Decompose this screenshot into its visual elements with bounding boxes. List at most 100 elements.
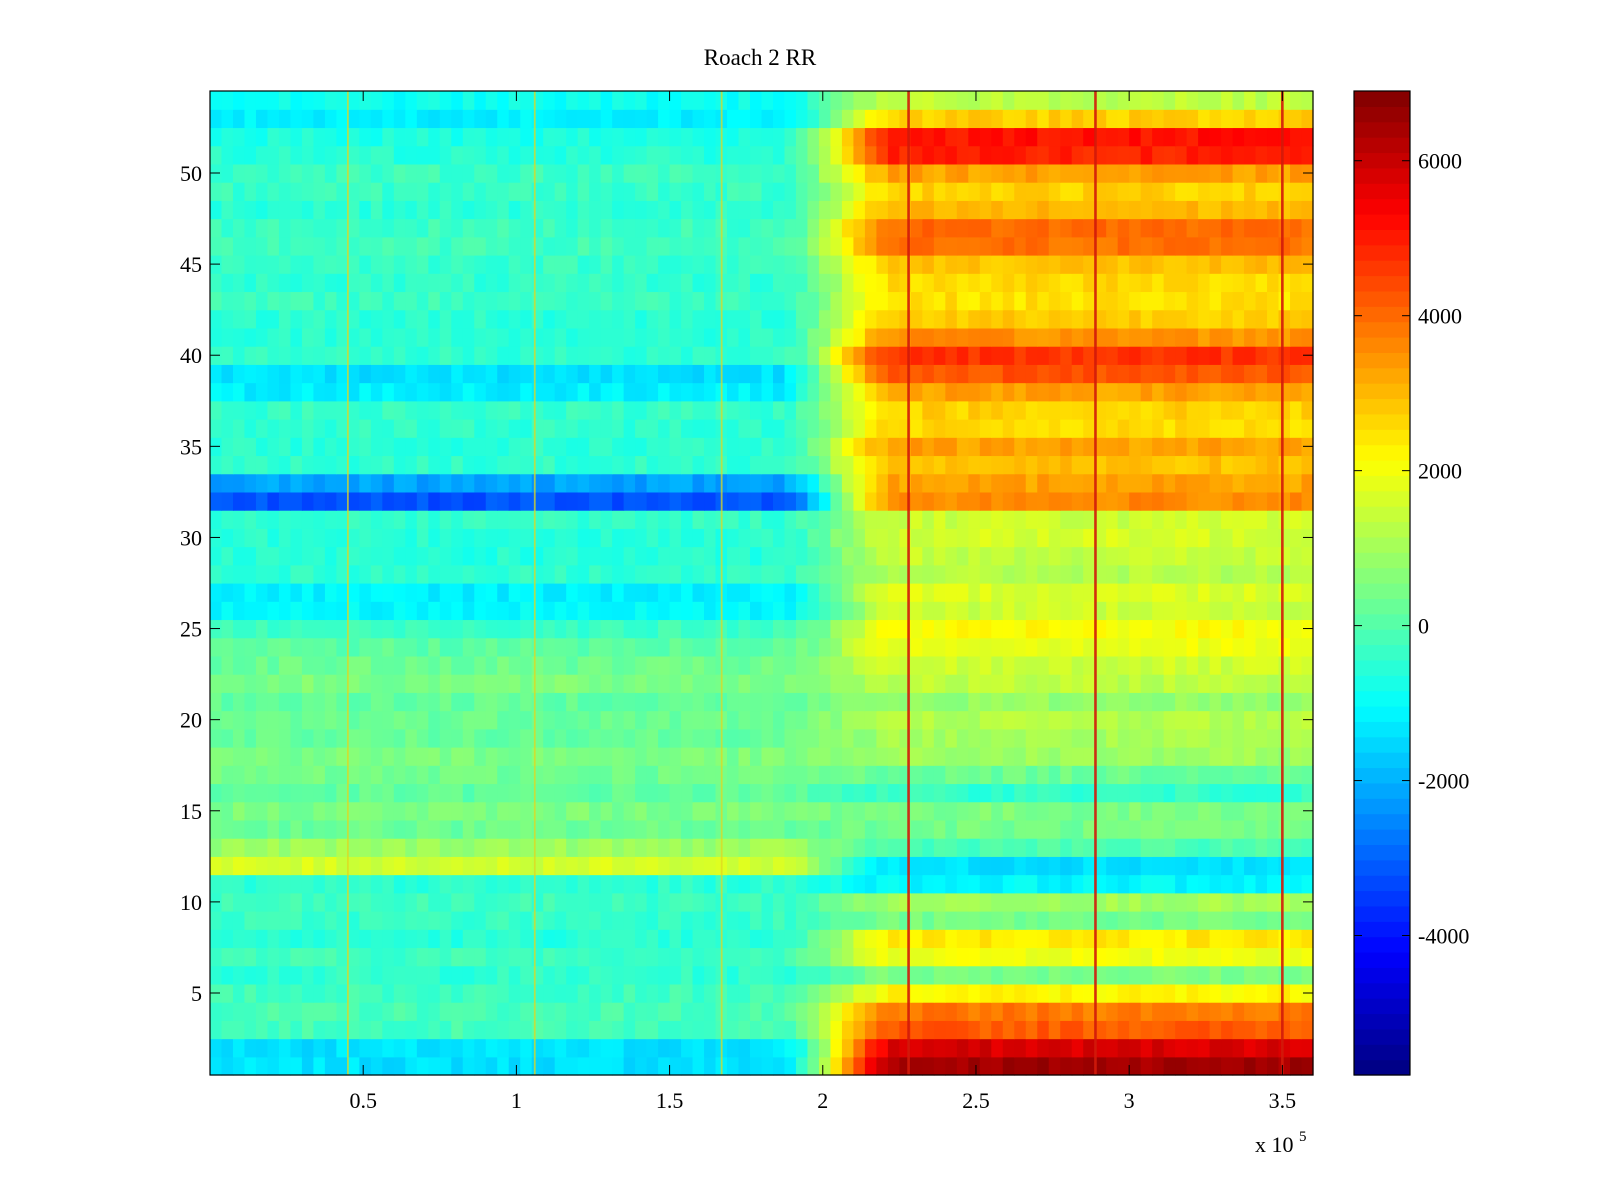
heatmap-cell	[577, 163, 590, 183]
heatmap-cell	[324, 382, 337, 402]
heatmap-cell	[1244, 728, 1257, 748]
heatmap-cell	[1117, 163, 1130, 183]
heatmap-cell	[853, 655, 866, 675]
heatmap-cell	[508, 218, 521, 238]
heatmap-cell	[554, 747, 567, 766]
heatmap-cell	[462, 400, 475, 420]
heatmap-cell	[1071, 364, 1084, 384]
heatmap-cell	[393, 619, 406, 639]
heatmap-cell	[221, 255, 234, 274]
heatmap-cell	[485, 163, 498, 183]
heatmap-cell	[795, 838, 809, 857]
heatmap-cell	[1106, 510, 1119, 529]
heatmap-cell	[1025, 983, 1038, 1003]
heatmap-cell	[979, 1002, 992, 1021]
heatmap-cell	[1255, 583, 1268, 602]
heatmap-cell	[1290, 983, 1303, 1003]
heatmap-cell	[1117, 546, 1130, 566]
heatmap-cell	[864, 346, 877, 365]
heatmap-cell	[244, 1038, 257, 1058]
heatmap-cell	[255, 546, 269, 566]
heatmap-cell	[910, 783, 923, 803]
heatmap-cell	[933, 819, 946, 839]
heatmap-cell	[623, 838, 636, 857]
heatmap-cell	[750, 710, 763, 730]
heatmap-cell	[1152, 400, 1165, 420]
heatmap-cell	[313, 619, 326, 639]
heatmap-cell	[382, 947, 395, 967]
heatmap-cell	[589, 528, 602, 548]
heatmap-cell	[543, 819, 556, 839]
heatmap-cell	[589, 327, 602, 347]
heatmap-cell	[1255, 655, 1268, 675]
heatmap-cell	[244, 929, 257, 949]
heatmap-cell	[1244, 400, 1257, 420]
heatmap-cell	[278, 145, 292, 165]
heatmap-cell	[887, 327, 900, 347]
heatmap-cell	[991, 655, 1004, 675]
heatmap-cell	[462, 145, 475, 165]
heatmap-cell	[1209, 400, 1222, 420]
heatmap-cell	[1060, 674, 1073, 693]
heatmap-cell	[669, 382, 682, 402]
heatmap-cell	[232, 692, 246, 712]
heatmap-cell	[704, 874, 717, 894]
heatmap-cell	[324, 1020, 337, 1040]
heatmap-cell	[1209, 783, 1222, 803]
heatmap-cell	[589, 874, 602, 894]
heatmap-cell	[669, 783, 682, 803]
heatmap-cell	[577, 437, 590, 457]
heatmap-cell	[474, 856, 487, 876]
heatmap-cell	[704, 437, 717, 457]
heatmap-cell	[784, 255, 797, 274]
heatmap-cell	[313, 947, 326, 967]
heatmap-cell	[485, 819, 498, 839]
heatmap-cell	[635, 473, 648, 493]
heatmap-cell	[864, 382, 877, 402]
heatmap-cell	[393, 983, 406, 1003]
heatmap-cell	[830, 564, 843, 584]
heatmap-cell	[267, 1038, 280, 1058]
heatmap-cell	[324, 1002, 337, 1021]
heatmap-cell	[772, 510, 786, 529]
heatmap-cell	[1140, 583, 1153, 602]
heatmap-cell	[1025, 491, 1038, 511]
heatmap-cell	[497, 200, 510, 220]
heatmap-cell	[979, 145, 992, 165]
heatmap-cell	[1232, 382, 1245, 402]
heatmap-cell	[393, 364, 406, 384]
heatmap-cell	[1221, 564, 1234, 584]
heatmap-cell	[853, 838, 866, 857]
heatmap-cell	[1255, 400, 1268, 420]
heatmap-cell	[485, 364, 498, 384]
heatmap-cell	[1152, 765, 1165, 785]
heatmap-cell	[1221, 327, 1234, 347]
heatmap-cell	[1060, 291, 1073, 311]
heatmap-cell	[210, 911, 223, 930]
heatmap-cell	[692, 528, 705, 548]
heatmap-cell	[727, 856, 740, 876]
heatmap-cell	[1198, 455, 1211, 475]
heatmap-cell	[278, 801, 292, 821]
heatmap-cell	[841, 564, 855, 584]
heatmap-cell	[968, 200, 981, 220]
heatmap-cell	[324, 364, 337, 384]
heatmap-cell	[1198, 692, 1211, 712]
heatmap-cell	[922, 601, 935, 621]
heatmap-cell	[658, 291, 671, 311]
heatmap-cell	[520, 619, 533, 639]
heatmap-cell	[336, 473, 349, 493]
heatmap-cell	[324, 947, 337, 967]
heatmap-cell	[623, 947, 636, 967]
heatmap-cell	[221, 856, 234, 876]
heatmap-cell	[267, 601, 280, 621]
heatmap-cell	[1186, 327, 1199, 347]
heatmap-cell	[968, 564, 981, 584]
heatmap-cell	[1163, 747, 1176, 766]
heatmap-cell	[577, 382, 590, 402]
heatmap-cell	[991, 911, 1004, 930]
heatmap-cell	[1290, 674, 1303, 693]
heatmap-cell	[738, 637, 751, 657]
heatmap-cell	[635, 583, 648, 602]
heatmap-cell	[1152, 801, 1165, 821]
